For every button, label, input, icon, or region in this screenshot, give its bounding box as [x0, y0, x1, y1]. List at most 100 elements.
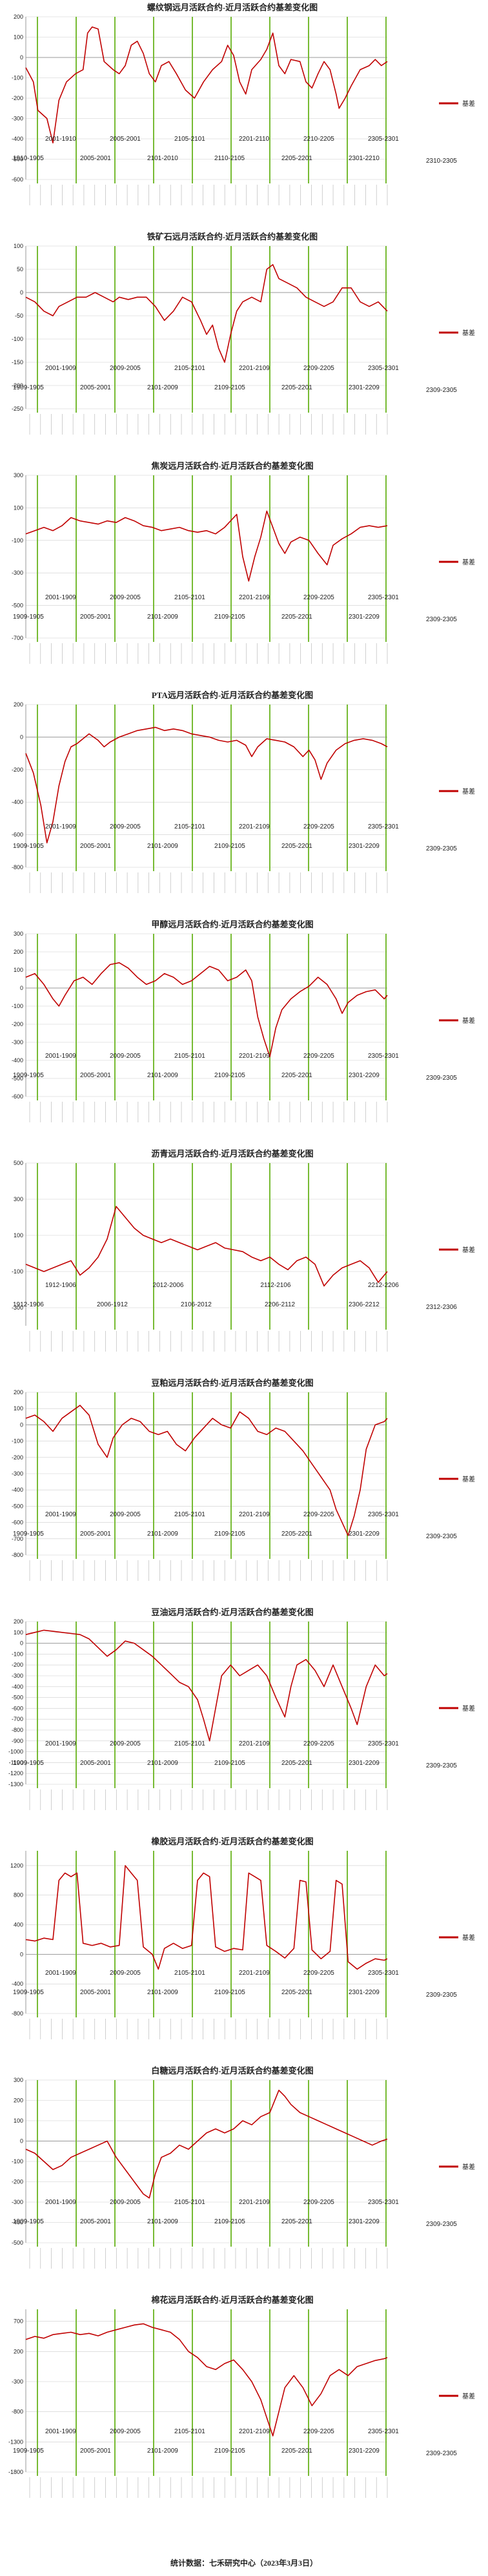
y-tick-label: -500	[12, 2240, 23, 2246]
y-tick-label: -1300	[8, 1781, 23, 1788]
chart-panel: 铁矿石远月活跃合约-近月活跃合约基差变化图 100 50 0 -50 -100 -150 -2…	[0, 229, 488, 459]
contract-label-top: 2001-1909	[45, 365, 76, 372]
contract-label-top: 2209-2205	[303, 823, 334, 830]
y-tick-label: -600	[12, 176, 23, 183]
y-tick-label: -400	[12, 2220, 23, 2226]
contract-label-top: 2001-1909	[45, 1053, 76, 1060]
chart-svg: 沥青远月活跃合约-近月活跃合约基差变化图500300100-100-300191…	[12, 1149, 475, 1352]
contract-label-bottom: 2005-2001	[80, 384, 111, 391]
y-tick-label: -200	[12, 2179, 23, 2185]
contract-label-bottom: 2205-2201	[281, 1989, 312, 1996]
y-tick-label: -600	[12, 1705, 23, 1711]
contract-label-bottom: 2005-2001	[80, 1989, 111, 1996]
contract-label-bottom: 2106-2012	[181, 1301, 212, 1308]
contract-label-top: 2201-2109	[239, 1740, 270, 1747]
contract-label-top: 2105-2101	[174, 2428, 205, 2435]
y-tick-label: 800	[14, 1892, 23, 1899]
contract-label-bottom: 2205-2201	[281, 1072, 312, 1079]
contract-label-extra: 2309-2305	[426, 1762, 457, 1769]
contract-label-top: 2001-1909	[45, 1970, 76, 1977]
contract-label-extra: 2309-2305	[426, 2221, 457, 2228]
chart-svg: 螺纹钢远月活跃合约-近月活跃合约基差变化图 200 100 0 -100 -200 -300…	[12, 3, 475, 205]
contract-label-top: 2105-2101	[174, 1740, 205, 1747]
contract-label-top: 2009-2005	[110, 1740, 141, 1747]
y-tick-label: -400	[12, 1487, 23, 1493]
contract-label-top: 2209-2205	[303, 1511, 334, 1518]
series-line-basis	[25, 726, 388, 843]
contract-label-top: 2105-2101	[174, 1970, 205, 1977]
contract-label-bottom: 1909-1905	[13, 1989, 44, 1996]
chart-panel: 螺纹钢远月活跃合约-近月活跃合约基差变化图 200 100 0 -100 -200 -300…	[0, 0, 488, 229]
contract-label-bottom: 2301-2209	[349, 613, 380, 621]
contract-label-top: 2105-2101	[174, 2199, 205, 2206]
series-line-basis	[25, 264, 388, 363]
contract-label-top: 2201-2109	[239, 1970, 270, 1977]
legend-label: 基差	[462, 1246, 475, 1254]
y-tick-label: 200	[14, 2097, 23, 2104]
contract-label-top: 2009-2005	[110, 365, 141, 372]
contract-label-bottom: 2101-2009	[147, 1530, 178, 1538]
contract-label-top: 2105-2101	[174, 823, 205, 830]
contract-label-bottom: 2301-2209	[349, 843, 380, 850]
y-tick-label: 0	[20, 289, 23, 296]
y-tick-label: -700	[12, 1536, 23, 1542]
y-tick-label: -300	[12, 1039, 23, 1046]
y-tick-label: -300	[12, 570, 23, 576]
y-tick-label: -100	[12, 1438, 23, 1445]
y-tick-label: 300	[14, 472, 23, 479]
contract-label-bottom: 1909-1905	[13, 1072, 44, 1079]
contract-label-top: 2009-2005	[110, 823, 141, 830]
contract-label-top: 2209-2205	[303, 2199, 334, 2206]
y-tick-label: -300	[12, 116, 23, 122]
y-tick-label: -100	[12, 1003, 23, 1009]
y-tick-label: -100	[12, 1651, 23, 1657]
y-tick-label: -300	[12, 2378, 23, 2385]
source-footer: 统计数据：七禾研究中心（2023年3月3日）	[170, 2559, 318, 2568]
y-tick-label: -500	[12, 603, 23, 609]
contract-label-extra: 2309-2305	[426, 1533, 457, 1540]
contract-label-bottom: 2101-2009	[147, 843, 178, 850]
y-tick-label: -300	[12, 1673, 23, 1679]
y-tick-label: -800	[12, 864, 23, 871]
contract-label-top: 2212-2206	[368, 1282, 399, 1289]
contract-label-top: 2009-2005	[110, 2428, 141, 2435]
contract-label-bottom: 1912-1906	[13, 1301, 44, 1308]
contract-label-top: 2305-2301	[368, 1740, 399, 1747]
y-tick-label: 0	[20, 1421, 23, 1428]
contract-label-bottom: 2005-2001	[80, 2218, 111, 2225]
contract-label-top: 2201-2109	[239, 1053, 270, 1060]
y-tick-label: -300	[12, 2199, 23, 2205]
series-line-basis	[25, 1405, 388, 1536]
contract-label-bottom: 2006-1912	[97, 1301, 128, 1308]
contract-label-extra: 2309-2305	[426, 1075, 457, 1082]
y-tick-label: -100	[12, 336, 23, 342]
chart-title: 豆油远月活跃合约-近月活跃合约基差变化图	[151, 1607, 313, 1617]
contract-label-bottom: 2301-2209	[349, 1530, 380, 1538]
contract-label-bottom: 2005-2001	[80, 155, 111, 162]
chart-svg: 棉花远月活跃合约-近月活跃合约基差变化图 700 200 -300 -800 -1300 -…	[8, 2295, 475, 2498]
contract-label-bottom: 1909-1905	[13, 384, 44, 391]
y-tick-label: -800	[12, 1727, 23, 1733]
contract-label-bottom: 2109-2105	[214, 1072, 245, 1079]
contract-label-top: 2305-2301	[368, 1970, 399, 1977]
contract-label-extra: 2309-2305	[426, 616, 457, 623]
contract-label-bottom: 2109-2105	[214, 613, 245, 621]
chart-panel: 橡胶远月活跃合约-近月活跃合约基差变化图 1200 800 400 0 -400 -800 2…	[0, 1834, 488, 2063]
y-tick-label: -400	[12, 1057, 23, 1064]
contract-label-top: 2210-2205	[303, 136, 334, 143]
y-tick-label: -600	[12, 832, 23, 838]
y-tick-label: -100	[12, 1268, 23, 1275]
y-tick-label: 200	[14, 14, 23, 20]
contract-label-bottom: 2205-2201	[281, 2447, 312, 2455]
contract-label-bottom: 2109-2105	[214, 2447, 245, 2455]
contract-label-bottom: 1909-1905	[13, 1760, 44, 1767]
contract-label-extra: 2309-2305	[426, 845, 457, 852]
contract-label-bottom: 2101-2009	[147, 2447, 178, 2455]
contract-label-top: 2305-2301	[368, 365, 399, 372]
chart-title: PTA远月活跃合约-近月活跃合约基差变化图	[152, 690, 313, 700]
chart-svg: 甲醇远月活跃合约-近月活跃合约基差变化图 300 200 100 0 -100 -200 -3…	[12, 920, 475, 1122]
y-tick-label: 100	[14, 1232, 23, 1239]
y-tick-label: 300	[14, 931, 23, 937]
contract-label-top: 2209-2205	[303, 1970, 334, 1977]
series-line-basis	[25, 26, 388, 144]
